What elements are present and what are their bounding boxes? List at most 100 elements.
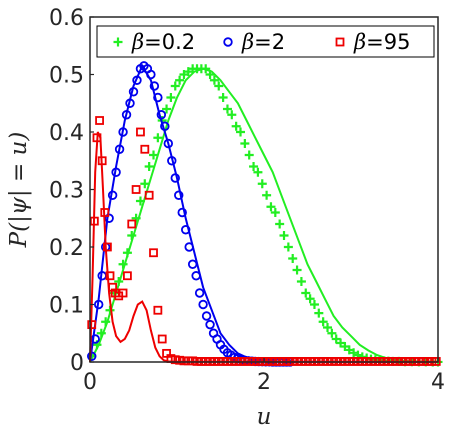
series-3-point bbox=[153, 305, 163, 315]
series-1-point bbox=[162, 104, 172, 114]
series-1-point bbox=[262, 190, 272, 200]
series-3-curve bbox=[89, 131, 439, 363]
series-3-point bbox=[105, 271, 115, 281]
series-2-point bbox=[180, 225, 191, 235]
series-1-point bbox=[118, 259, 128, 269]
series-1-point bbox=[249, 162, 259, 171]
series-3-point bbox=[123, 271, 132, 281]
series-1-point bbox=[205, 70, 215, 79]
series-1-point bbox=[114, 277, 124, 286]
series-1-point bbox=[101, 317, 111, 327]
series-1-point bbox=[231, 121, 241, 131]
series-2-point bbox=[111, 167, 121, 177]
series-1-point bbox=[96, 328, 106, 338]
series-2-point bbox=[205, 319, 215, 330]
series-2-point bbox=[187, 259, 198, 269]
series-1-point bbox=[227, 110, 237, 120]
series-3-point bbox=[103, 242, 112, 252]
x-tick-label: 4 bbox=[431, 370, 445, 395]
y-tick-label: 0.6 bbox=[49, 6, 84, 31]
series-1-point bbox=[170, 81, 180, 91]
axis-layer: 0 2 4 0 0.1 0.2 0.3 0.4 0.5 0.6 u P(|ψ| = u) bbox=[6, 6, 445, 430]
y-tick-label: 0.1 bbox=[49, 294, 84, 319]
legend-marker-3 bbox=[335, 37, 345, 47]
series-3-point bbox=[97, 156, 107, 166]
series-1-point bbox=[266, 202, 276, 212]
y-tick-label: 0.5 bbox=[49, 64, 84, 89]
series-2-point bbox=[177, 207, 187, 218]
series-1-point bbox=[323, 323, 333, 332]
series-2-point bbox=[194, 288, 205, 298]
series-3-point bbox=[140, 144, 150, 154]
series-3-point bbox=[149, 248, 158, 258]
series-2-point bbox=[174, 190, 184, 200]
series-2-point bbox=[149, 81, 160, 91]
legend-entry-2: β=2 bbox=[223, 30, 285, 54]
series-2-point bbox=[191, 271, 201, 281]
series-2-point bbox=[167, 156, 177, 166]
series-2-point bbox=[121, 110, 132, 120]
series-2-point bbox=[170, 173, 180, 183]
series-3-point bbox=[89, 216, 99, 226]
y-tick-label: 0.3 bbox=[49, 179, 84, 204]
series-1-point bbox=[288, 254, 298, 263]
series-3-point bbox=[131, 185, 141, 194]
series-1-point bbox=[222, 104, 232, 114]
series-2-point bbox=[156, 110, 167, 120]
series-2-curve bbox=[89, 63, 439, 363]
series-2-point bbox=[201, 311, 212, 321]
series-3-point bbox=[118, 288, 128, 298]
series-2-point bbox=[160, 121, 170, 131]
legend-label-2: β=2 bbox=[241, 30, 285, 54]
legend-marker-1 bbox=[113, 37, 123, 47]
x-tick-label: 0 bbox=[83, 370, 97, 395]
series-layer bbox=[87, 61, 443, 367]
series-1-point bbox=[240, 139, 250, 148]
series-1-point bbox=[214, 81, 224, 91]
series-1-point bbox=[270, 208, 280, 217]
legend-label-3: β=95 bbox=[353, 30, 410, 54]
series-1-point bbox=[153, 133, 163, 143]
series-2-point bbox=[114, 144, 125, 154]
series-1-point bbox=[301, 288, 311, 298]
x-axis-label: u bbox=[257, 404, 272, 430]
series-1-point bbox=[309, 300, 319, 309]
series-1-point bbox=[144, 162, 154, 171]
series-2-point bbox=[184, 242, 194, 252]
series-2-point bbox=[163, 138, 173, 149]
series-1-point bbox=[175, 75, 185, 85]
series-3-point bbox=[127, 219, 137, 229]
series-1-point bbox=[257, 179, 267, 189]
series-1-point bbox=[209, 75, 219, 85]
series-3-point bbox=[87, 320, 97, 330]
legend-box bbox=[96, 25, 435, 58]
series-2-point bbox=[128, 87, 139, 97]
series-1-point bbox=[318, 317, 328, 327]
series-1-point bbox=[283, 242, 293, 252]
series-1-point bbox=[279, 231, 289, 240]
series-1-point bbox=[244, 150, 254, 160]
legend: β=0.2 β=2 β=95 bbox=[96, 25, 435, 58]
y-tick-label: 0.2 bbox=[49, 236, 84, 261]
legend-label-1: β=0.2 bbox=[131, 30, 195, 54]
y-tick-label: 0.4 bbox=[49, 121, 84, 146]
series-1-point bbox=[314, 308, 324, 318]
series-1-point bbox=[127, 231, 137, 240]
legend-entry-3: β=95 bbox=[335, 30, 410, 54]
series-2-point bbox=[132, 75, 142, 85]
series-2-point bbox=[118, 127, 128, 137]
series-1-point bbox=[327, 328, 337, 338]
series-1-point bbox=[149, 150, 159, 160]
legend-marker-2 bbox=[223, 37, 233, 47]
series-3-point bbox=[100, 208, 110, 217]
series-2-point bbox=[125, 98, 135, 108]
series-1-point bbox=[140, 179, 150, 189]
series-1-curve bbox=[89, 67, 439, 363]
series-2-point bbox=[146, 69, 156, 80]
series-3-point bbox=[95, 116, 104, 125]
series-2-point bbox=[107, 190, 118, 200]
y-tick-label: 0 bbox=[70, 351, 84, 376]
series-1-point bbox=[201, 64, 211, 74]
series-2-point bbox=[198, 299, 208, 310]
